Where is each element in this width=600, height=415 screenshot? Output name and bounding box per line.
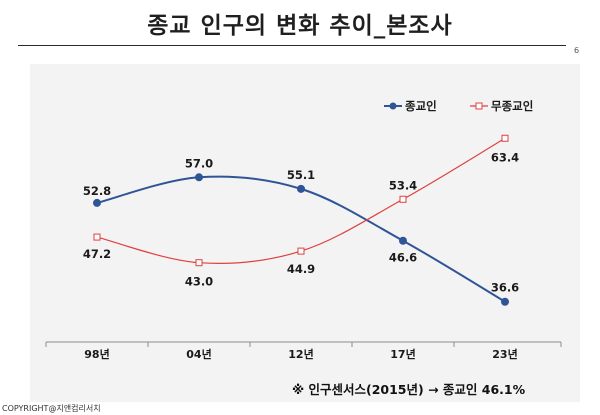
page-number: 6 [574, 46, 580, 55]
data-point-nonreligious [501, 134, 509, 142]
data-label: 57.0 [185, 156, 213, 170]
chart-background [30, 64, 580, 402]
data-point-religious [297, 184, 305, 193]
data-point-nonreligious [297, 247, 305, 255]
data-label: 43.0 [185, 275, 213, 289]
data-point-religious [195, 173, 203, 182]
census-note: ※ 인구센서스(2015년) → 종교인 46.1% [292, 382, 526, 397]
data-label: 44.9 [287, 262, 315, 276]
data-label: 63.4 [491, 150, 519, 164]
data-label: 53.4 [389, 178, 417, 192]
data-label: 52.8 [83, 184, 111, 198]
data-label: 55.1 [287, 168, 315, 182]
legend-label: 무종교인 [491, 99, 533, 113]
data-point-nonreligious [399, 195, 407, 203]
copyright-text: COPYRIGHT@지앤컴리서치 [2, 404, 101, 413]
data-point-nonreligious [195, 259, 203, 267]
x-tick-label: 17년 [390, 347, 415, 361]
x-tick-label: 12년 [288, 347, 313, 361]
x-tick-label: 23년 [492, 347, 517, 361]
legend-marker-religious [389, 102, 397, 110]
x-tick-label: 04년 [186, 347, 211, 361]
page-title: 종교 인구의 변화 추이_본조사 [147, 13, 453, 39]
legend-label: 종교인 [405, 99, 437, 113]
data-point-religious [93, 198, 101, 207]
data-label: 36.6 [491, 281, 519, 295]
legend-marker-nonreligious [475, 102, 483, 110]
series-line-nonreligious [96, 137, 506, 265]
series-line-religious [96, 175, 506, 303]
x-tick-label: 98년 [84, 347, 109, 361]
data-point-religious [399, 236, 407, 245]
title-divider [18, 45, 566, 46]
data-label: 46.6 [389, 251, 417, 265]
data-label: 47.2 [83, 247, 111, 261]
data-point-religious [501, 297, 509, 306]
data-point-nonreligious [93, 233, 101, 241]
